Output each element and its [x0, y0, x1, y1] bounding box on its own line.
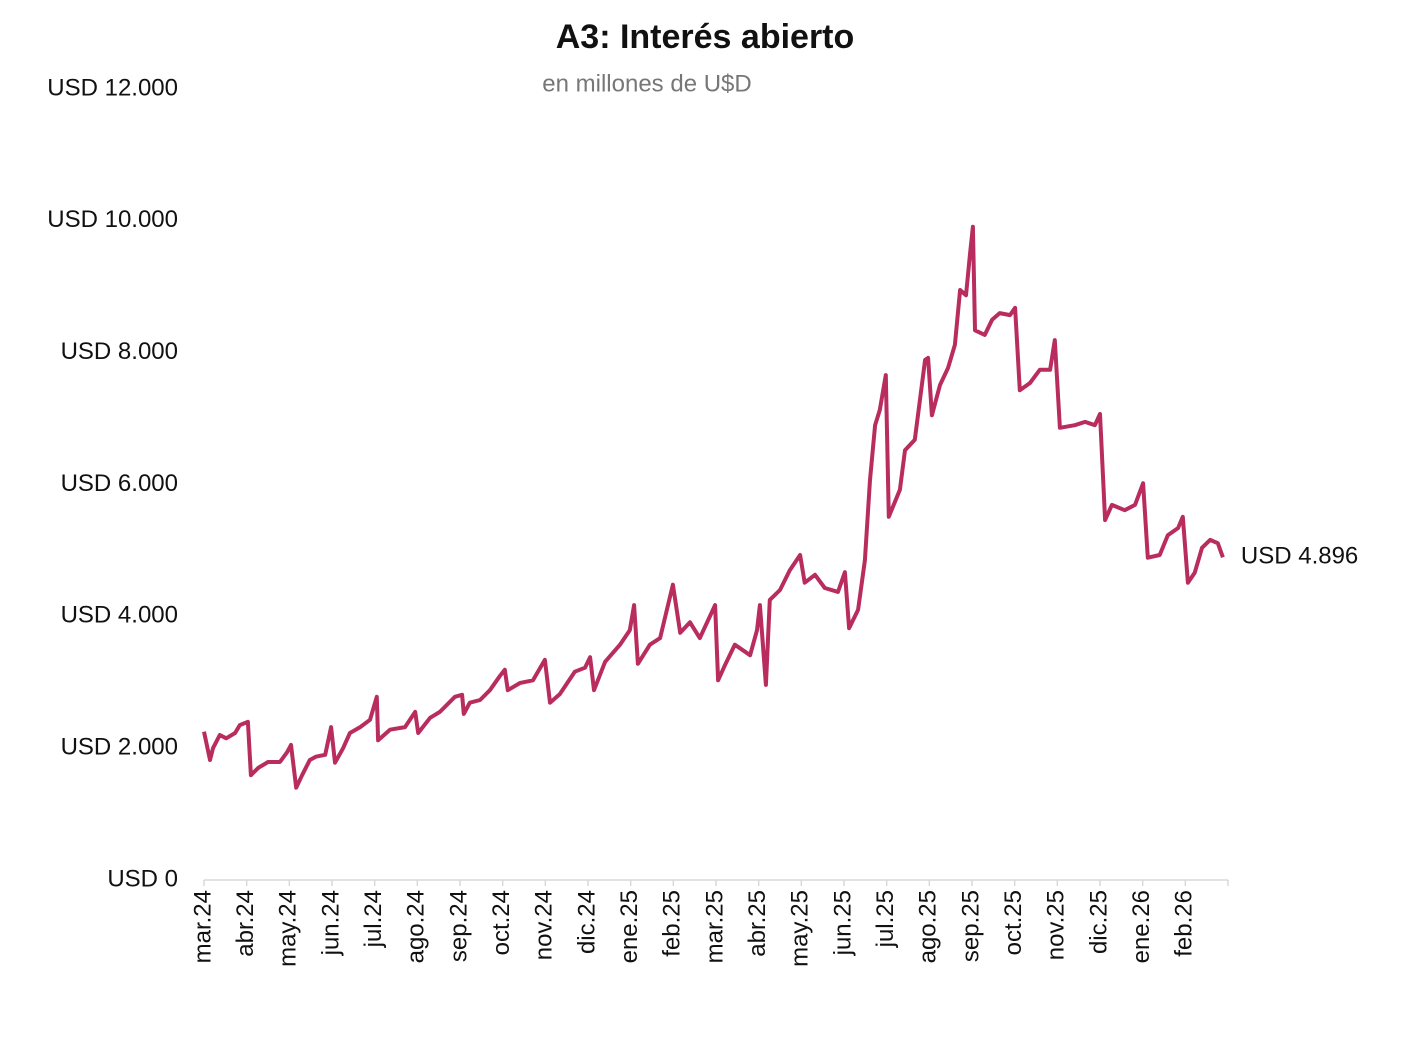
x-tick-label: sep.25: [957, 890, 984, 962]
x-tick-label: jun.25: [829, 890, 856, 956]
x-tick-label: mar.24: [189, 890, 216, 963]
x-tick-label: ene.26: [1128, 890, 1155, 963]
x-tick-label: feb.25: [659, 890, 686, 957]
x-tick-label: jul.24: [360, 890, 387, 948]
x-tick-label: ene.25: [616, 890, 643, 963]
x-tick-label: oct.24: [488, 890, 515, 955]
y-tick-label: USD 4.000: [61, 602, 178, 629]
x-tick-label: feb.26: [1171, 890, 1198, 957]
x-tick-label: jul.25: [872, 890, 899, 948]
x-tick-label: dic.25: [1085, 890, 1112, 954]
x-tick-label: may.24: [275, 890, 302, 967]
y-tick-label: USD 6.000: [61, 470, 178, 497]
data-line: [202, 224, 1225, 790]
x-tick-label: jun.24: [317, 890, 344, 956]
x-tick-label: abr.24: [232, 890, 259, 957]
x-tick-label: ago.24: [403, 890, 430, 963]
y-tick-label: USD 12.000: [47, 74, 178, 101]
y-tick-label: USD 2.000: [61, 734, 178, 761]
y-tick-label: USD 0: [107, 865, 178, 892]
x-tick-label: nov.25: [1043, 890, 1070, 960]
y-tick-label: USD 8.000: [61, 338, 178, 365]
end-label: USD 4.896: [1241, 543, 1358, 570]
y-tick-label: USD 10.000: [47, 206, 178, 233]
x-tick-label: dic.24: [573, 890, 600, 954]
x-tick-label: may.25: [787, 890, 814, 967]
x-tick-label: abr.25: [744, 890, 771, 957]
x-tick-label: sep.24: [445, 890, 472, 962]
x-tick-label: mar.25: [701, 890, 728, 963]
chart-subtitle: en millones de U$D: [542, 70, 751, 97]
chart-title: A3: Interés abierto: [556, 18, 855, 56]
x-tick-label: ago.25: [915, 890, 942, 963]
x-tick-label: nov.24: [531, 890, 558, 960]
x-tick-label: oct.25: [1000, 890, 1027, 955]
